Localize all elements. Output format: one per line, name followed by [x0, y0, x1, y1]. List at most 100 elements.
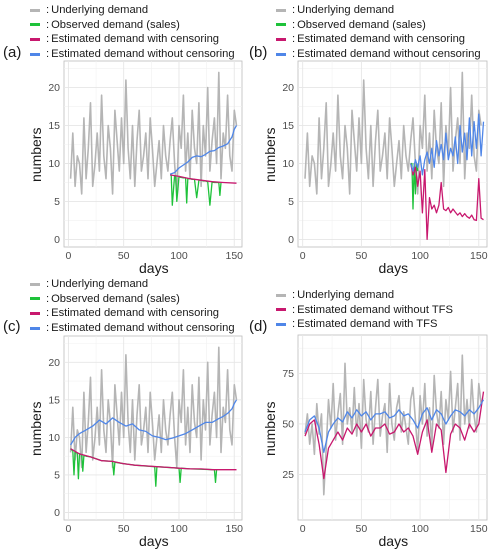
legend-colon: :	[46, 47, 50, 60]
series-line-underlying	[69, 346, 238, 469]
legend-colon: :	[292, 303, 296, 316]
x-tick-label: 150	[470, 250, 488, 262]
x-tick-label: 50	[118, 523, 130, 535]
legend-colon: :	[46, 18, 50, 31]
y-tick-label: 0	[54, 507, 60, 519]
legend-label: Underlying demand	[51, 278, 149, 290]
x-tick-label: 100	[170, 250, 188, 262]
panel-d: : Underlying demand: Estimated demand with…	[246, 275, 491, 550]
legend-key	[30, 8, 40, 12]
y-axis-label: numbers	[28, 401, 44, 456]
x-tick-label: 100	[170, 523, 188, 535]
y-tick-label: 10	[48, 432, 60, 444]
legend-label: Observed demand (sales)	[51, 18, 180, 31]
x-tick-label: 150	[470, 523, 488, 535]
panel-b: : Underlying demand: Observed demand (sale…	[246, 0, 491, 276]
x-tick-label: 50	[356, 250, 368, 262]
panel-letter: (b)	[249, 44, 268, 61]
y-tick-label: 20	[48, 357, 60, 369]
x-tick-label: 150	[225, 523, 243, 535]
legend-item: : Estimated demand with TFS	[276, 317, 453, 332]
y-tick-label: 75	[282, 368, 294, 380]
legend-key	[276, 37, 286, 41]
legend-label: Estimated demand without TFS	[297, 303, 453, 316]
legend: : Underlying demand: Observed demand (sale…	[276, 3, 481, 61]
series-line-without-censoring	[70, 399, 238, 446]
legend-colon: :	[46, 292, 50, 305]
y-axis-label: numbers	[262, 401, 278, 456]
legend-colon: :	[46, 33, 50, 46]
legend-item: : Underlying demand	[30, 3, 235, 18]
legend-label: Estimated demand with censoring	[51, 33, 220, 46]
legend-key	[276, 52, 286, 56]
legend-item: : Underlying demand	[276, 288, 453, 303]
legend-key	[30, 52, 40, 56]
legend-item: : Estimated demand without TFS	[276, 303, 453, 318]
x-tick-label: 0	[66, 523, 72, 535]
legend-colon: :	[292, 4, 296, 16]
legend-label: Underlying demand	[297, 4, 395, 16]
legend-colon: :	[46, 4, 50, 16]
x-axis-label: days	[378, 260, 409, 276]
y-tick-label: 15	[48, 120, 60, 132]
series-line-with-tfs	[304, 399, 485, 453]
y-axis-label: numbers	[28, 127, 44, 182]
panel-letter: (c)	[3, 318, 21, 335]
x-axis-label: days	[378, 533, 409, 549]
legend-label: Estimated demand without censoring	[297, 47, 481, 60]
legend-label: Estimated demand without censoring	[51, 47, 235, 60]
legend-item: : Underlying demand	[276, 3, 481, 18]
y-tick-label: 25	[282, 469, 294, 481]
legend-key	[276, 322, 286, 326]
series-line-without-tfs	[304, 391, 485, 480]
x-tick-label: 100	[411, 523, 429, 535]
legend-colon: :	[292, 33, 296, 46]
series-line-underlying	[69, 71, 238, 195]
legend: : Underlying demand: Observed demand (sale…	[30, 3, 235, 61]
legend-key	[30, 326, 40, 330]
y-tick-label: 15	[282, 120, 294, 132]
series-line-with-censoring	[169, 174, 237, 184]
y-axis-label: numbers	[262, 127, 278, 182]
legend-key	[30, 37, 40, 41]
legend-key	[30, 311, 40, 315]
legend-key	[276, 23, 286, 27]
legend-colon: :	[292, 289, 296, 301]
y-tick-label: 10	[48, 158, 60, 170]
legend-item: : Estimated demand with censoring	[30, 306, 235, 321]
legend-key	[276, 8, 286, 12]
x-tick-label: 150	[225, 250, 243, 262]
legend-label: Underlying demand	[297, 289, 395, 301]
y-tick-label: 5	[288, 196, 294, 208]
x-axis-label: days	[139, 533, 169, 549]
panel-c: : Underlying demand: Observed demand (sale…	[0, 275, 246, 550]
legend-item: : Observed demand (sales)	[30, 292, 235, 307]
series-line-with-censoring	[410, 163, 484, 241]
legend-label: Observed demand (sales)	[297, 18, 426, 31]
legend: : Underlying demand: Observed demand (sale…	[30, 277, 235, 335]
x-tick-label: 50	[118, 250, 130, 262]
legend-label: Estimated demand with TFS	[297, 318, 438, 331]
y-tick-label: 5	[54, 469, 60, 481]
y-tick-label: 0	[54, 234, 60, 246]
x-tick-label: 0	[300, 250, 306, 262]
legend-colon: :	[292, 18, 296, 31]
plot-area: 0 50 100 150 0 5 10 15 20	[48, 60, 243, 262]
legend-label: Observed demand (sales)	[51, 292, 180, 305]
y-tick-label: 5	[54, 196, 60, 208]
legend-key	[276, 308, 286, 312]
legend-colon: :	[292, 47, 296, 60]
panel-letter: (d)	[249, 318, 268, 335]
legend-item: : Estimated demand with censoring	[276, 32, 481, 47]
legend-colon: :	[46, 321, 50, 334]
legend-key	[276, 293, 286, 297]
legend-item: : Estimated demand without censoring	[30, 47, 235, 62]
legend-colon: :	[46, 278, 50, 290]
y-tick-label: 0	[288, 234, 294, 246]
legend-label: Estimated demand without censoring	[51, 321, 235, 334]
legend-item: : Estimated demand with censoring	[30, 32, 235, 47]
series-line-without-censoring	[169, 125, 238, 175]
legend-item: : Estimated demand without censoring	[30, 321, 235, 336]
legend-colon: :	[46, 307, 50, 320]
legend: : Underlying demand: Estimated demand with…	[276, 288, 453, 332]
